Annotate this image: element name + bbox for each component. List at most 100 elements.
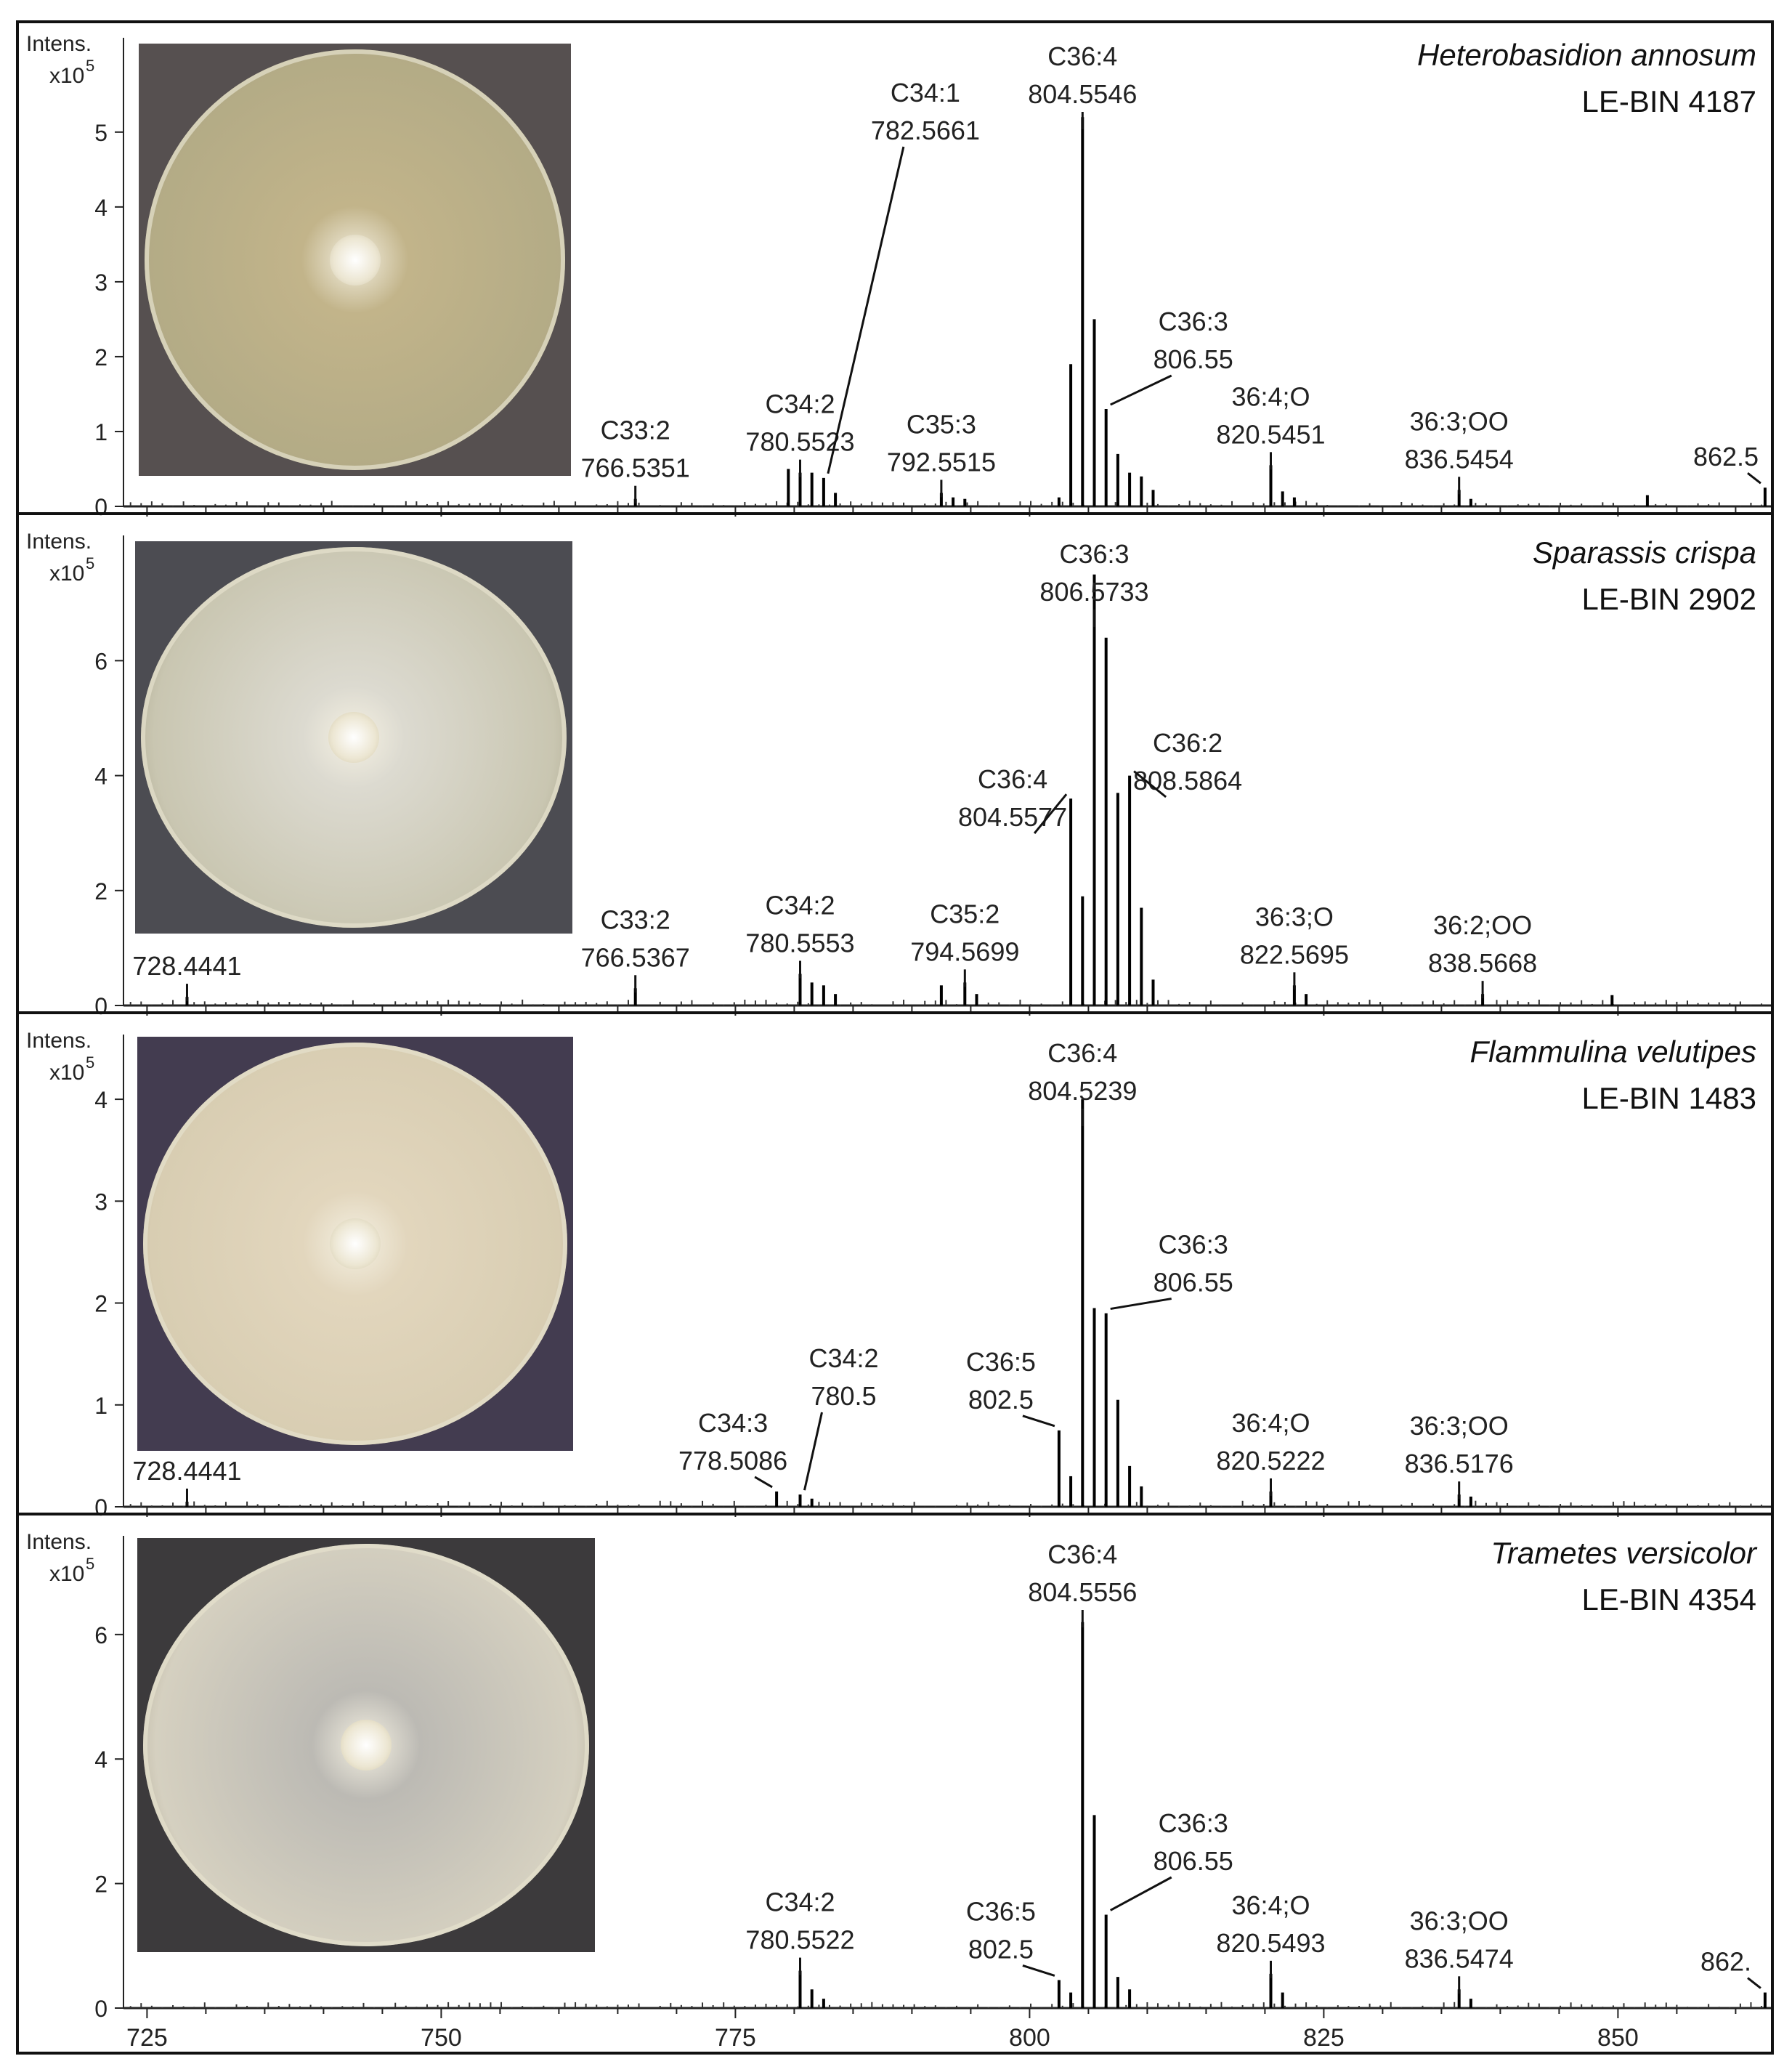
peak-mz-label: 778.5086 [678, 1446, 787, 1476]
peak-mz-label: 780.5523 [745, 427, 854, 457]
peak-mz-label: 728.4441 [132, 1456, 241, 1486]
strain-label: LE-BIN 4354 [1582, 1582, 1756, 1616]
peak-mz-label: 862.5 [1693, 442, 1759, 472]
peak-mz-label: 804.5239 [1028, 1076, 1137, 1106]
peak-mz-label: 820.5493 [1216, 1928, 1325, 1958]
peak-leader-line [827, 146, 905, 474]
y-axis-title: Intens. [26, 32, 92, 56]
peak-mz-label: 806.55 [1154, 1268, 1233, 1298]
peak-name-label: C36:5 [966, 1347, 1036, 1377]
y-scale-exponent: 5 [86, 57, 94, 75]
y-tick-label: 0 [94, 993, 108, 1019]
y-tick-label: 3 [94, 270, 108, 296]
peak-name-label: C36:3 [1159, 1230, 1228, 1260]
peak-name-label: C34:2 [765, 890, 835, 920]
peak-leader-line [1022, 1415, 1055, 1428]
peak-mz-label: 728.4441 [132, 951, 241, 981]
peak-mz-label: 808.5864 [1133, 766, 1242, 796]
y-axis-title: Intens. [26, 1530, 92, 1554]
petri-dish-photo-4 [137, 1538, 595, 1952]
x-tick-label: 775 [715, 2024, 756, 2052]
petri-dish-photo-2 [135, 541, 572, 934]
peak-mz-label: 780.5522 [745, 1925, 854, 1955]
y-scale-label: x10 [49, 1562, 84, 1586]
peak-mz-label: 780.5553 [745, 928, 854, 958]
strain-label: LE-BIN 1483 [1582, 1081, 1756, 1115]
figure-frame: Intens. x10 5 0 1 2 3 4 5 Heterobasidion annosum L… [16, 20, 1774, 2055]
peak-mz-label: 804.5577 [958, 802, 1067, 832]
peak-leader-line [1110, 1298, 1172, 1311]
peak-mz-label: 802.5 [968, 1934, 1034, 1964]
peak-mz-label: 806.55 [1154, 1846, 1233, 1876]
peak-name-label: C33:2 [601, 905, 670, 934]
y-tick-label: 2 [94, 1291, 108, 1317]
species-label: Flammulina velutipes [1470, 1035, 1757, 1069]
peak-name-label: C34:3 [698, 1408, 768, 1438]
y-scale-label: x10 [49, 562, 84, 586]
peak-mz-label: 780.5 [811, 1381, 876, 1411]
peak-name-label: C34:1 [891, 78, 960, 108]
y-tick-label: 0 [94, 1494, 108, 1521]
y-axis-title: Intens. [26, 1029, 92, 1053]
peak-mz-label: 806.5733 [1039, 577, 1148, 607]
peak-name-label: C34:2 [808, 1343, 878, 1373]
peak-name-label: C35:3 [907, 409, 976, 439]
species-label: Heterobasidion annosum [1417, 38, 1756, 72]
peak-name-label: 36:3;OO [1410, 1906, 1509, 1935]
petri-dish-photo-1 [139, 44, 571, 476]
strain-label: LE-BIN 4187 [1582, 84, 1756, 118]
strain-label: LE-BIN 2902 [1582, 582, 1756, 616]
peak-mz-label: 802.5 [968, 1385, 1034, 1415]
y-scale-exponent: 5 [86, 1555, 94, 1573]
peak-mz-label: 862. [1700, 1947, 1751, 1977]
x-tick-label: 750 [421, 2024, 462, 2052]
y-scale-label: x10 [49, 1061, 84, 1085]
y-tick-label: 2 [94, 344, 108, 371]
y-scale-label: x10 [49, 64, 84, 88]
x-tick-label: 725 [126, 2024, 168, 2052]
peak-name-label: C36:3 [1159, 307, 1228, 336]
fungal-colony-center [341, 1720, 392, 1770]
peak-name-label: 36:4;O [1231, 381, 1310, 411]
peak-name-label: C36:4 [1047, 1539, 1117, 1569]
y-axis-title: Intens. [26, 530, 92, 554]
peak-mz-label: 836.5474 [1405, 1943, 1514, 1973]
peak-leader-line [1747, 472, 1761, 485]
y-tick-label: 4 [94, 764, 108, 790]
peak-name-label: 36:3;OO [1410, 1411, 1509, 1441]
peak-name-label: 36:4;O [1231, 1890, 1310, 1920]
peak-mz-label: 782.5661 [871, 116, 980, 145]
peak-name-label: C36:3 [1059, 539, 1129, 569]
peak-name-label: C36:3 [1159, 1808, 1228, 1838]
peak-mz-label: 766.5367 [581, 942, 690, 972]
y-scale-exponent: 5 [86, 554, 94, 572]
y-tick-label: 4 [94, 1747, 108, 1773]
peak-name-label: C36:5 [966, 1896, 1036, 1926]
y-tick-label: 1 [94, 419, 108, 445]
peak-mz-label: 794.5699 [910, 936, 1019, 966]
peak-leader-line [1747, 1977, 1761, 1989]
y-tick-label: 2 [94, 1871, 108, 1898]
y-scale-exponent: 5 [86, 1053, 94, 1072]
x-tick-label: 850 [1597, 2024, 1639, 2052]
peak-mz-label: 804.5546 [1028, 79, 1137, 109]
peak-name-label: 36:4;O [1231, 1408, 1310, 1438]
peak-name-label: 36:2;OO [1433, 910, 1532, 940]
y-tick-label: 4 [94, 195, 108, 221]
peak-name-label: C34:2 [765, 1887, 835, 1917]
petri-dish-photo-3 [137, 1037, 573, 1451]
y-tick-label: 5 [94, 120, 108, 146]
peak-name-label: C35:2 [930, 899, 1000, 928]
peak-leader-line [1033, 793, 1068, 834]
fungal-colony-center [329, 234, 381, 286]
x-tick-label: 825 [1303, 2024, 1345, 2052]
peak-leader-line [803, 1412, 823, 1491]
y-tick-label: 0 [94, 494, 108, 520]
peak-leader-line [1110, 374, 1172, 406]
x-tick-label: 800 [1009, 2024, 1050, 2052]
peak-name-label: 36:3;O [1255, 902, 1334, 931]
peak-mz-label: 820.5451 [1216, 419, 1325, 449]
peak-mz-label: 836.5454 [1405, 444, 1514, 474]
peak-leader-line [1109, 1876, 1172, 1911]
peak-mz-label: 806.55 [1154, 344, 1233, 374]
